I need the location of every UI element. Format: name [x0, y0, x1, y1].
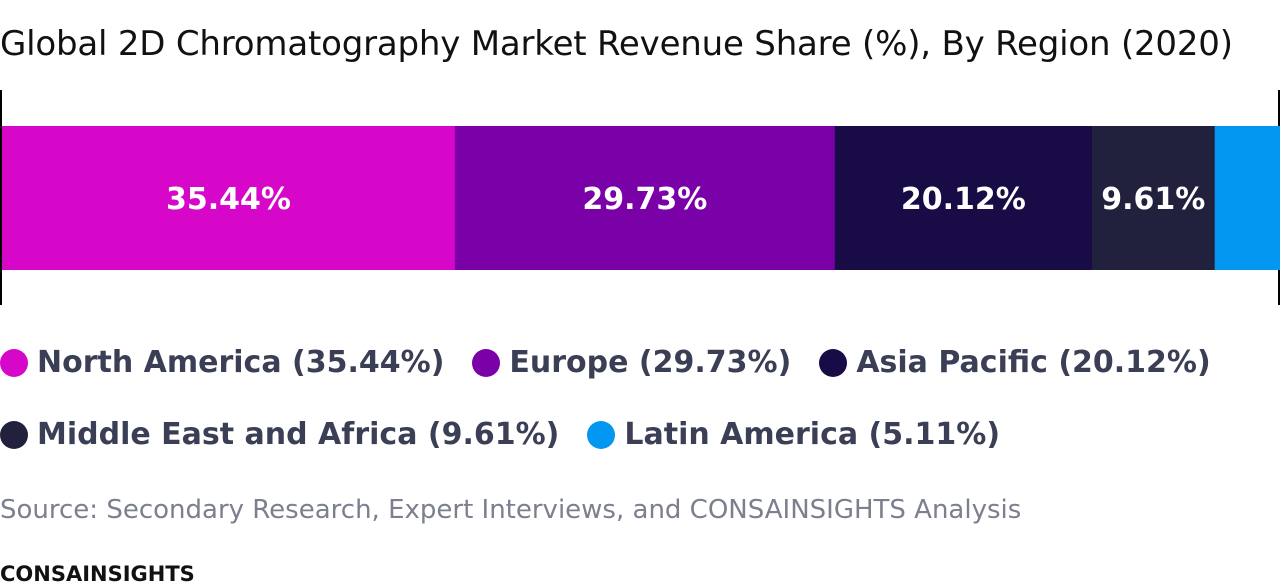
legend-item-asia-pacific: Asia Pacific (20.12%)	[819, 345, 1211, 380]
legend-row-2: Middle East and Africa (9.61%) Latin Ame…	[0, 417, 1028, 452]
bar-segment-middle-east-and-africa	[1091, 126, 1216, 270]
data-label-middle-east-and-africa: 9.61%	[1101, 182, 1205, 217]
bar-segment-europe	[454, 126, 836, 270]
bar-segment-north-america	[2, 126, 456, 270]
chart-title: Global 2D Chromatography Market Revenue …	[0, 24, 1233, 64]
brand-logo-text: CONSAINSIGHTS	[0, 562, 195, 586]
legend-item-europe: Europe (29.73%)	[472, 345, 791, 380]
legend-label: Europe (29.73%)	[509, 345, 792, 380]
legend-label: Latin America (5.11%)	[624, 417, 1001, 452]
legend-item-middle-east-africa: Middle East and Africa (9.61%)	[0, 417, 559, 452]
bar-segment-asia-pacific	[834, 126, 1093, 270]
data-label-asia-pacific: 20.12%	[901, 182, 1026, 217]
legend-swatch	[0, 348, 28, 377]
legend-label: North America (35.44%)	[37, 345, 445, 380]
legend-item-latin-america: Latin America (5.11%)	[587, 417, 1000, 452]
data-label-europe: 29.73%	[582, 182, 707, 217]
bar-segment-latin-america	[1214, 126, 1280, 270]
legend-swatch	[587, 420, 616, 449]
legend-swatch	[819, 348, 848, 377]
legend-label: Asia Pacific (20.12%)	[856, 345, 1211, 380]
axis-left-tick	[0, 90, 2, 305]
legend-swatch	[0, 420, 28, 449]
data-label-north-america: 35.44%	[166, 182, 291, 217]
legend-item-north-america: North America (35.44%)	[0, 345, 444, 380]
legend-row-1: North America (35.44%) Europe (29.73%) A…	[0, 345, 1239, 380]
source-note: Source: Secondary Research, Expert Inter…	[0, 495, 1022, 525]
legend-label: Middle East and Africa (9.61%)	[37, 417, 560, 452]
legend-swatch	[472, 348, 501, 377]
